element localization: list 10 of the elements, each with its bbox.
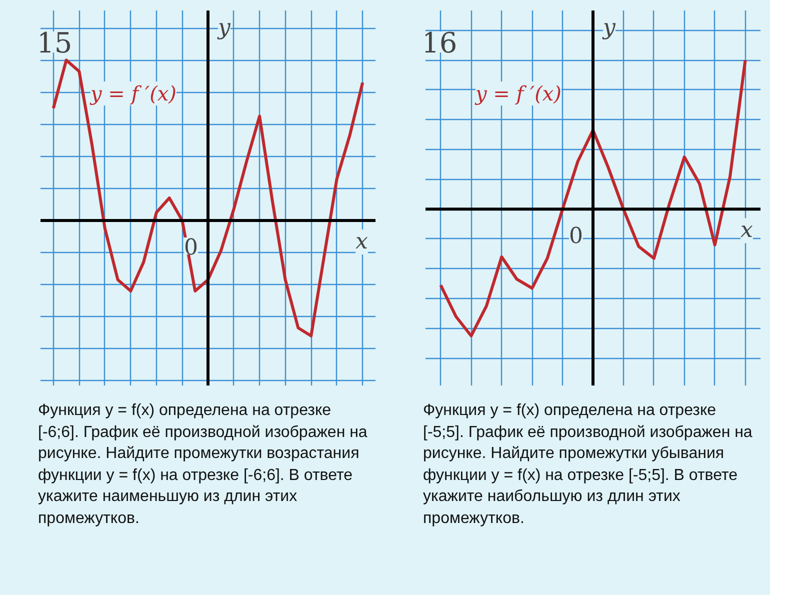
y-axis-title: y (217, 16, 231, 40)
series-label: y = f ′(x) (90, 82, 176, 106)
text: Функция y = f(x) определена на отрезке [-6;6]. График её производной изображен на рисунке. Найдите промежутки возрастания функции y = f(x) на отрезке [-6;6]. В ответе укажите наименьшую из длин этих промежутков. (38, 401, 368, 529)
annotation: 0 (184, 235, 198, 260)
annotation: 0 (569, 224, 583, 250)
y-axis-title: y (602, 16, 616, 40)
text: Функция y = f(x) определена на отрезке [-5;5]. График её производной изображен на рисунке. Найдите промежутки убывания функции y = f(x) на отрезке [-5;5]. В ответе укажите наибольшую из длин этих промежутков. (423, 401, 753, 529)
x-axis-title: x (356, 229, 368, 254)
x-axis-title: x (740, 218, 754, 244)
text: y = f ′(x) (474, 82, 562, 106)
